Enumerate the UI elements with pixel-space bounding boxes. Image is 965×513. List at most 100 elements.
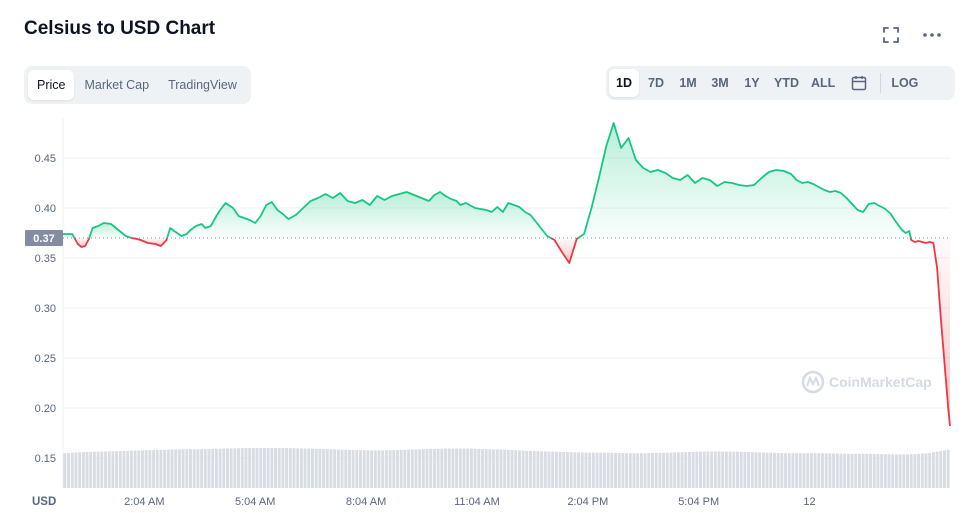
reference-price-tag-label: 0.37 [33,233,54,245]
volume-bar [222,448,226,488]
volume-bar [270,447,274,488]
volume-bar [924,453,928,488]
volume-bar [872,453,876,488]
volume-bar [824,453,828,488]
range-ytd[interactable]: YTD [774,76,799,90]
volume-bar [832,453,836,488]
range-divider [880,73,882,93]
more-options-button[interactable] [920,24,944,46]
volume-bar [599,452,603,488]
y-axis: 0.15 0.20 0.25 0.30 0.35 0.40 0.45 [35,153,56,465]
volume-bar [303,448,307,488]
volume-bar [639,453,643,488]
price-line-up [88,222,132,239]
volume-bar [440,448,444,488]
volume-bar [850,453,854,488]
area-fill-up [63,234,75,238]
tab-price[interactable]: Price [28,70,75,100]
volume-bar [695,451,699,488]
volume-bar [96,451,100,488]
volume-bar [137,450,141,488]
volume-bar [780,453,784,488]
area-fill-up [167,192,551,238]
volume-bar [854,453,858,488]
volume-bar [458,448,462,488]
volume-bar [573,452,577,488]
volume-bar [399,449,403,488]
volume-bar [506,449,510,488]
volume-bar [529,450,532,488]
volume-bar [935,451,939,488]
volume-bar [325,449,329,488]
volume-bar [577,452,581,488]
volume-bar [366,450,370,488]
volume-bar [536,451,540,488]
volume-bar [377,450,381,488]
range-7d[interactable]: 7D [648,76,664,90]
volume-bar [229,448,233,488]
volume-bar [111,451,115,488]
volume-bar [170,449,174,488]
volume-bar [384,450,388,488]
volume-bar [262,447,266,488]
volume-bar [141,450,144,488]
volume-bar [643,453,647,488]
volume-bar [632,453,636,488]
volume-bar [902,454,906,488]
log-toggle[interactable]: LOG [891,76,919,90]
volume-bar [843,453,847,488]
volume-bar [100,451,104,488]
volume-bar [122,450,126,488]
volume-bar [669,452,673,488]
volume-bar [665,452,669,488]
volume-bar [662,452,666,488]
volume-bar [798,453,802,488]
calendar-button[interactable] [844,69,874,97]
volume-bar [809,453,813,488]
volume-bar [207,449,211,488]
volume-bar [277,447,281,488]
range-1y[interactable]: 1Y [744,76,760,90]
volume-bar [891,454,895,488]
volume-bar [429,449,433,488]
volume-bar [894,454,898,488]
volume-bar [89,451,93,488]
volume-bar [226,448,229,488]
volume-bar [702,451,706,488]
price-line-down [73,237,91,248]
tab-tradingview[interactable]: TradingView [168,78,237,92]
volume-bar [610,452,614,488]
range-3m[interactable]: 3M [711,76,729,90]
volume-bar [67,452,70,488]
volume-bar [717,451,721,488]
range-all[interactable]: ALL [811,76,836,90]
volume-bar [237,448,240,488]
range-1d[interactable]: 1D [609,69,639,97]
volume-bar [299,448,303,488]
volume-bar [192,449,196,488]
tab-market-cap[interactable]: Market Cap [84,78,150,92]
expand-button[interactable] [880,24,902,46]
volume-bar [802,453,806,488]
y-tick-label: 0.35 [35,253,56,265]
range-1m[interactable]: 1M [679,76,697,90]
volume-bar [403,449,407,488]
volume-bar [865,453,869,488]
volume-bar [602,452,606,488]
volume-bar [388,450,392,488]
volume-bar [347,449,351,488]
volume-bar [392,450,396,488]
volume-bar [554,451,558,488]
volume-bar [266,447,270,488]
y-tick-label: 0.40 [35,203,56,215]
volume-bar [713,451,717,488]
x-tick-label: 5:04 AM [235,496,275,508]
volume-bar [931,452,935,488]
x-tick-label: 12 [803,496,815,508]
volume-bar [869,453,872,488]
volume-bar [104,451,107,488]
volume-bar [359,450,362,488]
volume-bar [370,450,374,488]
volume-bar [340,449,344,488]
volume-bar [928,452,932,488]
